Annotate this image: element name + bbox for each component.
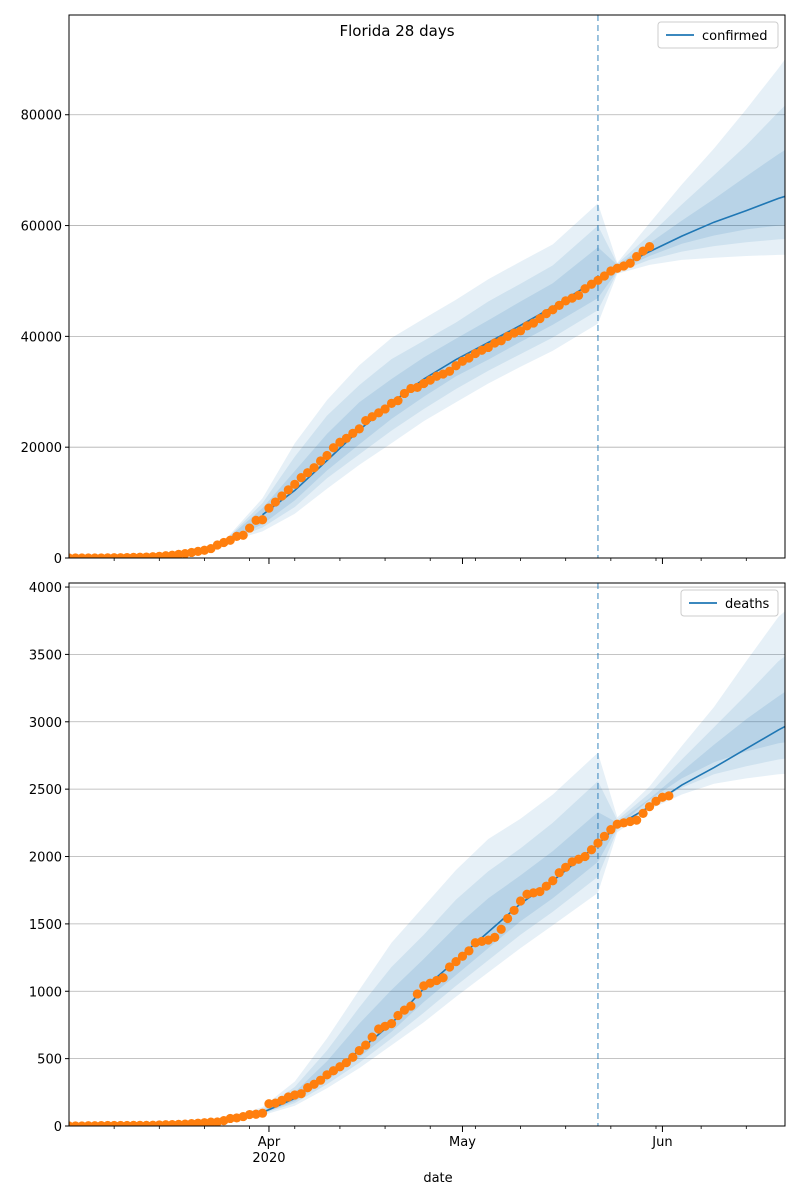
observed-data-point <box>638 809 647 818</box>
observed-data-point <box>600 832 609 841</box>
observed-data-point <box>632 816 641 825</box>
chart-title: Florida 28 days <box>339 22 454 40</box>
observed-data-point <box>490 933 499 942</box>
observed-data-point <box>361 1041 370 1050</box>
observed-data-point <box>503 914 512 923</box>
y-tick-label: 1000 <box>29 985 62 1000</box>
y-tick-label: 0 <box>54 552 62 567</box>
observed-data-point <box>509 906 518 915</box>
observed-data-point <box>439 973 448 982</box>
observed-data-point <box>387 1019 396 1028</box>
y-tick-label: 80000 <box>21 109 62 124</box>
y-tick-label: 3000 <box>29 716 62 731</box>
y-tick-label: 0 <box>54 1120 62 1135</box>
observed-data-point <box>258 1109 267 1118</box>
observed-data-point <box>580 852 589 861</box>
y-tick-label: 40000 <box>21 330 62 345</box>
observed-data-point <box>310 463 319 472</box>
y-tick-label: 1500 <box>29 918 62 933</box>
observed-data-point <box>322 451 331 460</box>
observed-data-point <box>355 424 364 433</box>
observed-data-point <box>245 523 254 532</box>
observed-data-point <box>290 480 299 489</box>
x-axis-title: date <box>423 1171 452 1186</box>
y-tick-label: 2500 <box>29 783 62 798</box>
legend-label: deaths <box>725 597 770 612</box>
observed-data-point <box>548 876 557 885</box>
observed-data-point <box>664 791 673 800</box>
observed-data-point <box>258 515 267 524</box>
legend: deaths <box>681 590 778 616</box>
observed-data-point <box>348 1053 357 1062</box>
y-tick-label: 60000 <box>21 220 62 235</box>
observed-data-point <box>413 989 422 998</box>
observed-data-point <box>393 396 402 405</box>
y-tick-label: 4000 <box>29 581 62 596</box>
observed-data-point <box>497 925 506 934</box>
y-tick-label: 500 <box>37 1053 62 1068</box>
y-tick-label: 3500 <box>29 648 62 663</box>
x-tick-label: Jun <box>651 1135 672 1150</box>
observed-data-point <box>587 845 596 854</box>
x-year-label: 2020 <box>252 1151 285 1166</box>
observed-data-point <box>516 896 525 905</box>
observed-data-point <box>368 1032 377 1041</box>
observed-data-point <box>406 1001 415 1010</box>
observed-data-point <box>464 946 473 955</box>
observed-data-point <box>626 259 635 268</box>
x-tick-label: Apr <box>258 1135 281 1150</box>
x-tick-label: May <box>449 1135 476 1150</box>
y-tick-label: 20000 <box>21 441 62 456</box>
observed-data-point <box>645 242 654 251</box>
y-tick-label: 2000 <box>29 851 62 866</box>
legend-label: confirmed <box>702 29 768 44</box>
observed-data-point <box>593 838 602 847</box>
observed-data-point <box>574 291 583 300</box>
observed-data-point <box>239 531 248 540</box>
legend: confirmed <box>658 22 778 48</box>
